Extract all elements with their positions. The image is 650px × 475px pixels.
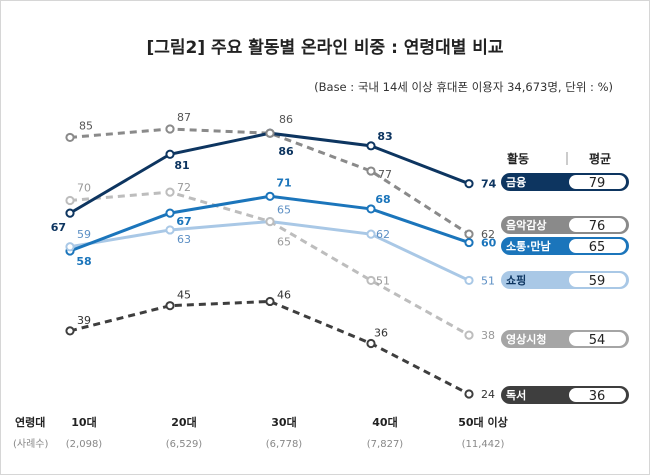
data-label: 58 (76, 255, 91, 268)
legend-series-name: 독서 (506, 388, 526, 402)
sample-size-label: (11,442) (462, 439, 505, 450)
data-label: 81 (174, 159, 189, 172)
data-label: 86 (278, 145, 294, 158)
chart-title: [그림2] 주요 활동별 온라인 비중 : 연령대별 비교 (146, 38, 504, 58)
x-axis-header: 연령대 (15, 415, 45, 429)
data-label: 24 (481, 388, 495, 401)
data-label: 51 (376, 274, 390, 287)
data-label: 67 (51, 221, 66, 234)
data-point (165, 149, 175, 159)
data-label: 51 (481, 274, 495, 287)
data-point (65, 242, 75, 252)
sample-size-label: (2,098) (66, 439, 103, 450)
sample-size-header: (사례수) (13, 438, 49, 450)
legend-series-name: 음악감상 (506, 218, 546, 232)
sample-size-label: (7,827) (367, 439, 404, 450)
legend-series-name: 금융 (506, 176, 526, 189)
x-tick-label: 40대 (372, 415, 397, 429)
data-point (366, 275, 376, 286)
data-label: 74 (481, 178, 497, 191)
data-label: 68 (375, 193, 390, 206)
data-point (165, 225, 175, 235)
data-label: 38 (481, 329, 495, 342)
data-point (464, 389, 474, 399)
data-point (366, 166, 376, 176)
data-label: 71 (276, 176, 291, 189)
data-label: 39 (77, 314, 91, 327)
data-label: 77 (378, 168, 392, 181)
data-label: 87 (177, 111, 191, 124)
sample-size-label: (6,529) (166, 439, 203, 450)
legend-average-value: 36 (589, 389, 606, 404)
data-point (165, 187, 175, 197)
legend-series-name: 영상시청 (506, 332, 546, 346)
data-label: 65 (277, 204, 291, 217)
data-point (165, 208, 175, 218)
data-point (165, 124, 175, 134)
legend-average-value: 79 (589, 176, 606, 191)
legend-average-value: 54 (589, 333, 606, 348)
data-point (265, 191, 275, 201)
data-point (464, 179, 474, 189)
data-point (464, 330, 474, 340)
legend-average-box (569, 273, 626, 287)
legend-average-box (569, 332, 626, 346)
data-point (265, 216, 275, 227)
data-point (366, 141, 376, 151)
data-label: 83 (377, 130, 392, 143)
data-point (265, 296, 275, 307)
legend-average-box (569, 239, 626, 253)
legend-average-box (569, 388, 626, 402)
data-point (366, 338, 376, 349)
data-label: 62 (376, 228, 390, 241)
series-line (69, 131, 470, 215)
x-tick-label: 30대 (271, 415, 296, 429)
data-point (464, 229, 474, 239)
data-point (366, 204, 376, 214)
data-label: 63 (177, 233, 191, 246)
data-point (464, 237, 474, 248)
data-label: 70 (77, 182, 91, 195)
data-label: 45 (177, 289, 191, 302)
data-point (65, 132, 75, 143)
series-line (69, 220, 470, 282)
chart-note: (Base : 국내 14세 이상 휴대폰 이용자 34,673명, 단위 : … (314, 80, 613, 94)
x-tick-label: 50대 이상 (458, 415, 508, 429)
data-label: 60 (481, 237, 497, 250)
data-point (65, 326, 75, 336)
data-point (65, 208, 75, 218)
data-label: 46 (277, 288, 291, 301)
data-label: 62 (481, 228, 495, 241)
data-point (366, 229, 376, 239)
data-point (65, 195, 75, 206)
data-label: 85 (79, 119, 93, 132)
data-point (464, 275, 474, 286)
legend-average-box (569, 175, 626, 189)
x-tick-label: 10대 (71, 415, 96, 429)
legend-average-box (569, 218, 626, 232)
data-label: 72 (177, 181, 191, 194)
x-tick-label: 20대 (171, 415, 196, 429)
data-point (165, 301, 175, 311)
sample-size-label: (6,778) (266, 439, 303, 450)
legend-header-average: 평균 (589, 152, 611, 166)
legend-average-value: 76 (589, 219, 606, 234)
data-label: 36 (374, 327, 388, 340)
legend-series-name: 쇼핑 (506, 273, 526, 287)
data-point (265, 128, 275, 138)
legend-series-name: 소통·만남 (506, 239, 551, 253)
data-label: 65 (277, 236, 291, 249)
data-label: 67 (176, 215, 191, 228)
series-line (69, 127, 470, 236)
data-label: 86 (279, 113, 293, 126)
data-label: 59 (77, 228, 91, 241)
series-line (69, 299, 470, 396)
legend-average-value: 59 (589, 274, 606, 289)
legend-average-value: 65 (589, 240, 606, 255)
legend-header-activity: 활동 (507, 151, 529, 166)
series-line (69, 190, 470, 337)
